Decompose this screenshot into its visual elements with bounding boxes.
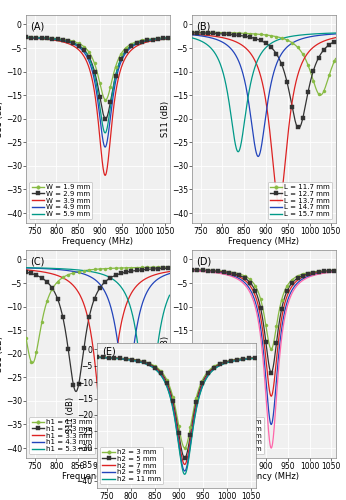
Text: (E): (E) [102,347,116,357]
X-axis label: Frequency (MHz): Frequency (MHz) [228,237,299,246]
Y-axis label: S11 (dB): S11 (dB) [66,397,75,433]
Y-axis label: S11 (dB): S11 (dB) [0,100,4,137]
Legend: L = 11.7 mm, L = 12.7 mm, L = 13.7 mm, L = 14.7 mm, L = 15.7 mm: L = 11.7 mm, L = 12.7 mm, L = 13.7 mm, L… [268,182,332,219]
X-axis label: Frequency (MHz): Frequency (MHz) [62,237,133,246]
Text: (A): (A) [30,21,45,31]
Legend: Lo = 0.25 mm, Lo = 0.50 mm, Lo = 0.75 mm, Lo = 1.00 mm, Lo = 1.25 mm: Lo = 0.25 mm, Lo = 0.50 mm, Lo = 0.75 mm… [195,417,264,454]
Legend: h1 = 1.3 mm, h1 = 2.3 mm, h1 = 3.3 mm, h1 = 4.3 mm, h1 = 5.3 mm: h1 = 1.3 mm, h1 = 2.3 mm, h1 = 3.3 mm, h… [29,417,94,454]
Y-axis label: S11 (dB): S11 (dB) [0,336,4,372]
Text: (C): (C) [30,256,45,266]
Y-axis label: S11 (dB): S11 (dB) [161,336,170,372]
Text: (D): (D) [196,256,212,266]
Legend: W = 1.9 mm, W = 2.9 mm, W = 3.9 mm, W = 4.9 mm, W = 5.9 mm: W = 1.9 mm, W = 2.9 mm, W = 3.9 mm, W = … [29,182,92,219]
X-axis label: Frequency (MHz): Frequency (MHz) [228,472,299,481]
X-axis label: Frequency (MHz): Frequency (MHz) [62,472,133,481]
Text: (B): (B) [196,21,211,31]
Y-axis label: S11 (dB): S11 (dB) [161,100,170,137]
Legend: h2 = 3 mm, h2 = 5 mm, h2 = 7 mm, h2 = 9 mm, h2 = 11 mm: h2 = 3 mm, h2 = 5 mm, h2 = 7 mm, h2 = 9 … [100,447,163,484]
